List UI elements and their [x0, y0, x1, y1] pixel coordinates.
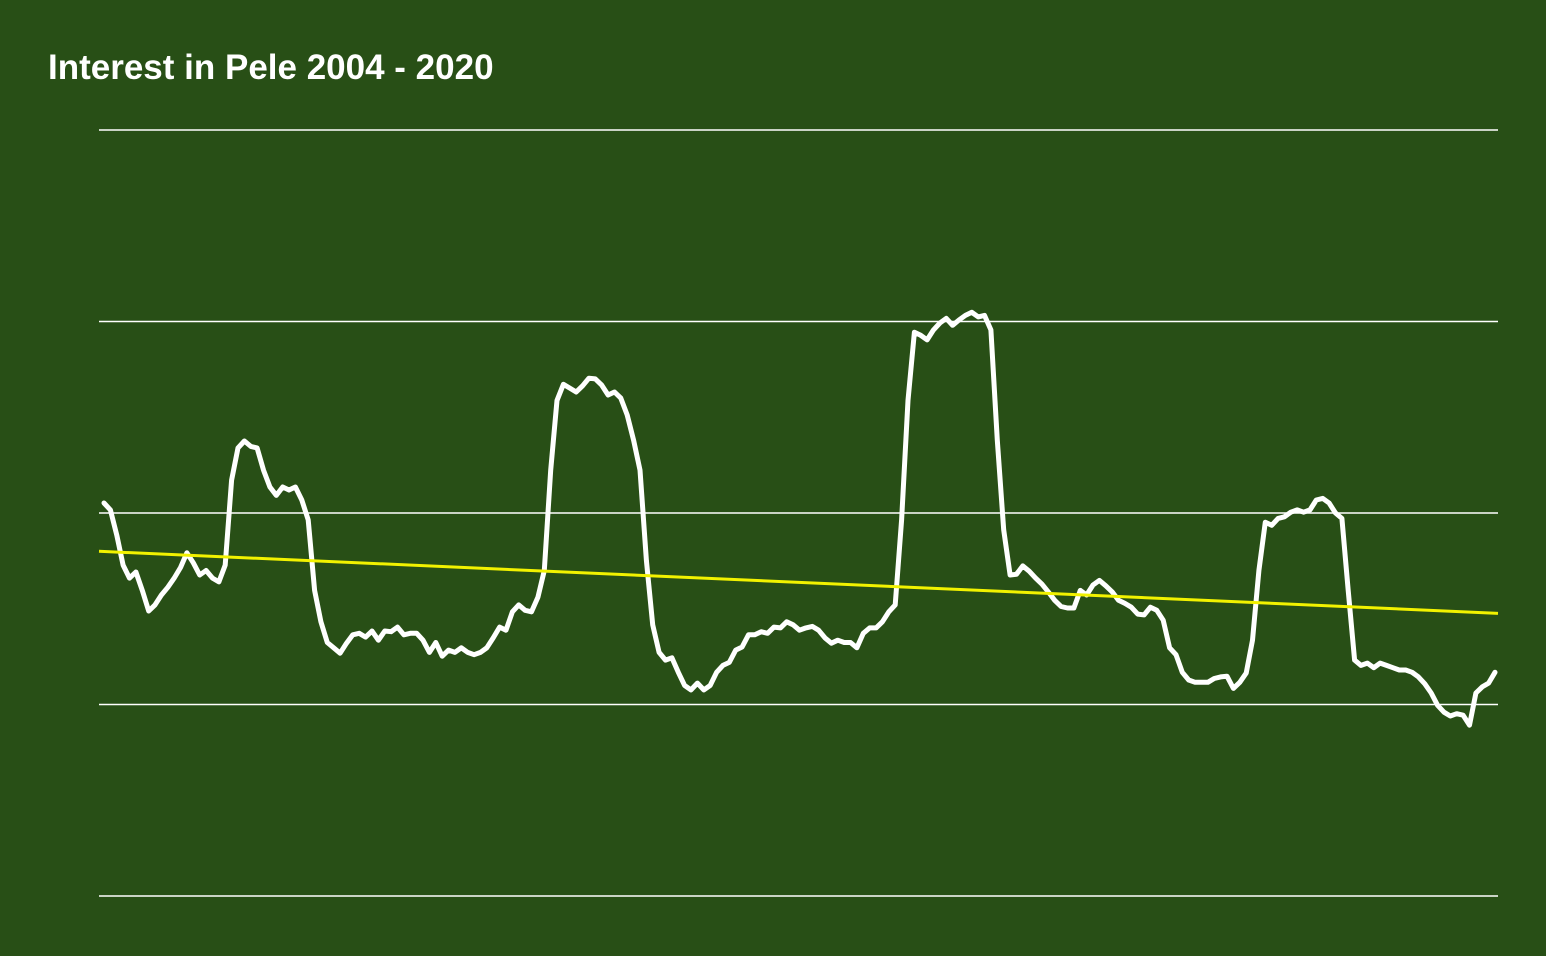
trend-line [98, 549, 1499, 615]
chart-title: Interest in Pele 2004 - 2020 [48, 48, 494, 87]
data-line [101, 309, 1498, 728]
